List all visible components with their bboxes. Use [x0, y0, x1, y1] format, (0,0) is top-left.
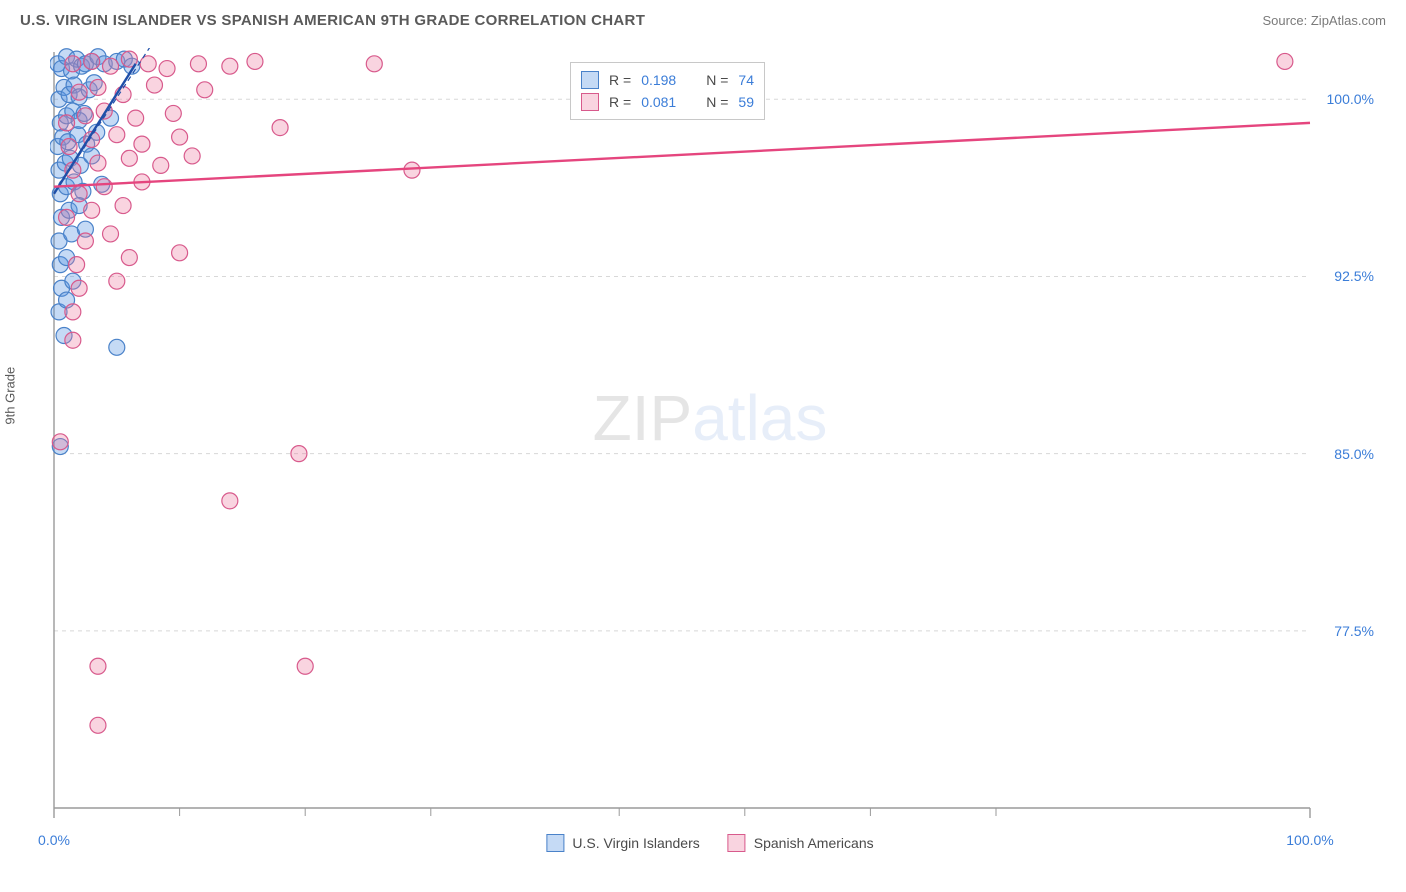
- stat-r-value: 0.198: [641, 72, 676, 88]
- stat-n-label: N =: [706, 94, 728, 110]
- legend-swatch: [728, 834, 746, 852]
- chart-title: U.S. VIRGIN ISLANDER VS SPANISH AMERICAN…: [20, 12, 645, 29]
- scatter-plot: [50, 48, 1370, 818]
- legend-label: U.S. Virgin Islanders: [572, 835, 699, 851]
- stat-n-label: N =: [706, 72, 728, 88]
- legend-swatch: [581, 93, 599, 111]
- bottom-legend: U.S. Virgin Islanders Spanish Americans: [546, 834, 873, 852]
- stat-r-label: R =: [609, 72, 631, 88]
- y-axis-label: 9th Grade: [3, 367, 18, 425]
- chart-area: ZIPatlas R =0.198N =74R =0.081N =59 U.S.…: [50, 48, 1370, 818]
- legend-item: U.S. Virgin Islanders: [546, 834, 699, 852]
- legend-swatch: [546, 834, 564, 852]
- stat-r-value: 0.081: [641, 94, 676, 110]
- x-tick-label: 100.0%: [1286, 832, 1333, 848]
- stat-n-value: 59: [738, 94, 754, 110]
- stats-row: R = 0.198 N = 74: [581, 69, 754, 91]
- legend-swatch: [581, 71, 599, 89]
- y-tick-label: 100.0%: [1327, 91, 1374, 107]
- y-tick-label: 85.0%: [1334, 446, 1374, 462]
- y-tick-label: 92.5%: [1334, 268, 1374, 284]
- legend-item: Spanish Americans: [728, 834, 874, 852]
- source-label: Source: ZipAtlas.com: [1262, 13, 1386, 28]
- stats-legend-box: R = 0.198 N = 74 R = 0.081 N = 59: [570, 62, 765, 120]
- stat-r-label: R =: [609, 94, 631, 110]
- stats-row: R = 0.081 N = 59: [581, 91, 754, 113]
- stat-n-value: 74: [738, 72, 754, 88]
- x-tick-label: 0.0%: [38, 832, 70, 848]
- y-tick-label: 77.5%: [1334, 623, 1374, 639]
- legend-label: Spanish Americans: [754, 835, 874, 851]
